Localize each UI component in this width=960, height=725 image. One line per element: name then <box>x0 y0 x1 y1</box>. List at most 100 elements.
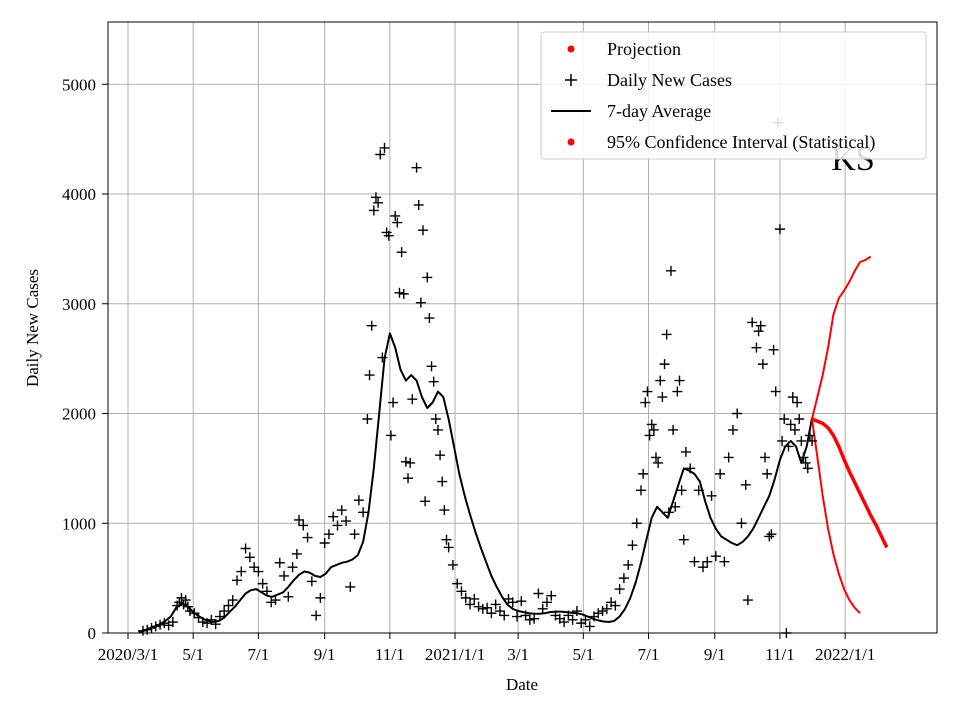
daily-new-cases-point <box>311 610 322 621</box>
daily-new-cases-point <box>794 413 805 424</box>
daily-new-cases-point <box>341 516 352 527</box>
daily-new-cases-point <box>644 430 655 441</box>
daily-new-cases-point <box>580 614 591 625</box>
x-tick-label: 11/1 <box>765 645 795 664</box>
daily-new-cases-point <box>524 614 535 625</box>
daily-new-cases-point <box>702 556 713 567</box>
daily-new-cases-point <box>302 532 313 543</box>
daily-new-cases-point <box>413 199 424 210</box>
daily-new-cases-point <box>486 608 497 619</box>
x-tick-label: 3/1 <box>507 645 529 664</box>
x-tick-label: 2021/1/1 <box>425 645 485 664</box>
daily-new-cases-point <box>698 562 709 573</box>
daily-new-cases-point <box>257 578 268 589</box>
daily-new-cases-point <box>529 613 540 624</box>
daily-new-cases-point <box>364 370 375 381</box>
daily-new-cases-point <box>623 559 634 570</box>
daily-new-cases-point <box>261 586 272 597</box>
daily-new-cases-point <box>193 612 204 623</box>
daily-new-cases-point <box>757 359 768 370</box>
daily-new-cases-point <box>150 621 161 632</box>
daily-new-cases-point <box>424 313 435 324</box>
daily-new-cases-point <box>597 606 608 617</box>
daily-new-cases-point <box>377 352 388 363</box>
daily-new-cases-point <box>747 317 758 328</box>
daily-new-cases-point <box>516 596 527 607</box>
daily-new-cases-point <box>601 603 612 614</box>
daily-new-cases-point <box>270 595 281 606</box>
daily-new-cases-point <box>460 592 471 603</box>
legend-label: 95% Confidence Interval (Statistical) <box>607 132 875 153</box>
daily-new-cases-point <box>430 413 441 424</box>
daily-new-cases-point <box>520 610 531 621</box>
daily-new-cases-point <box>546 590 557 601</box>
daily-new-cases-point <box>618 573 629 584</box>
legend-plus-marker <box>565 74 577 86</box>
daily-new-cases-point <box>777 435 788 446</box>
daily-new-cases-point <box>437 476 448 487</box>
daily-new-cases-point <box>477 603 488 614</box>
daily-new-cases-point <box>627 540 638 551</box>
daily-new-cases-point <box>176 592 187 603</box>
daily-new-cases-point <box>659 359 670 370</box>
daily-new-cases-point <box>653 457 664 468</box>
daily-new-cases-point <box>405 457 416 468</box>
daily-new-cases-point <box>210 619 221 630</box>
daily-new-cases-point <box>676 485 687 496</box>
daily-new-cases-point <box>456 586 467 597</box>
daily-new-cases-point <box>779 413 790 424</box>
daily-new-cases-point <box>379 142 390 153</box>
daily-new-cases-point <box>541 597 552 608</box>
daily-new-cases-point <box>802 463 813 474</box>
daily-new-cases-point <box>174 597 185 608</box>
daily-new-cases-point <box>559 617 570 628</box>
daily-new-cases-point <box>753 326 764 337</box>
daily-new-cases-point <box>368 205 379 216</box>
daily-new-cases-point <box>762 468 773 479</box>
daily-new-cases-point <box>533 588 544 599</box>
daily-new-cases-point <box>415 297 426 308</box>
x-tick-label: 11/1 <box>375 645 405 664</box>
daily-new-cases-point <box>227 595 238 606</box>
daily-new-cases-point <box>674 375 685 386</box>
daily-new-cases-point <box>663 507 674 518</box>
daily-new-cases-point <box>507 597 518 608</box>
daily-new-cases-point <box>244 552 255 563</box>
daily-new-cases-point <box>283 591 294 602</box>
daily-new-cases-point <box>631 518 642 529</box>
daily-new-cases-point <box>420 496 431 507</box>
y-tick-label: 0 <box>88 624 97 643</box>
daily-new-cases-point <box>719 556 730 567</box>
daily-new-cases-point <box>764 531 775 542</box>
daily-new-cases-point <box>178 599 189 610</box>
projection-line <box>811 417 889 549</box>
daily-new-cases-point <box>785 419 796 430</box>
daily-new-cases-point <box>390 210 401 221</box>
daily-new-cases-point <box>398 288 409 299</box>
daily-new-cases-point <box>159 618 170 629</box>
legend-label: 7-day Average <box>607 101 711 121</box>
daily-new-cases-point <box>388 397 399 408</box>
daily-new-cases-point <box>366 320 377 331</box>
daily-new-cases-point <box>650 452 661 463</box>
daily-new-cases-point <box>770 386 781 397</box>
daily-new-cases-point <box>689 556 700 567</box>
axis-ticks: 2020/3/1 5/1 7/1 9/1 11/1 2021/1/1 3/1 5/1 7/1 9/… <box>62 75 875 664</box>
daily-new-cases-point <box>792 397 803 408</box>
daily-new-cases-point <box>614 584 625 595</box>
daily-new-cases-point <box>727 424 738 435</box>
daily-new-cases-point <box>443 542 454 553</box>
daily-new-cases-point <box>426 361 437 372</box>
daily-new-cases-point <box>706 490 717 501</box>
daily-new-cases-point <box>432 424 443 435</box>
daily-new-cases-point <box>668 424 679 435</box>
daily-new-cases-point <box>345 581 356 592</box>
daily-new-cases-point <box>751 342 762 353</box>
daily-new-cases-markers <box>137 117 818 638</box>
daily-new-cases-point <box>385 430 396 441</box>
daily-new-cases-point <box>537 603 548 614</box>
daily-new-cases-point <box>469 593 480 604</box>
daily-new-cases-point <box>422 272 433 283</box>
daily-new-cases-point <box>670 501 681 512</box>
daily-new-cases-point <box>693 485 704 496</box>
